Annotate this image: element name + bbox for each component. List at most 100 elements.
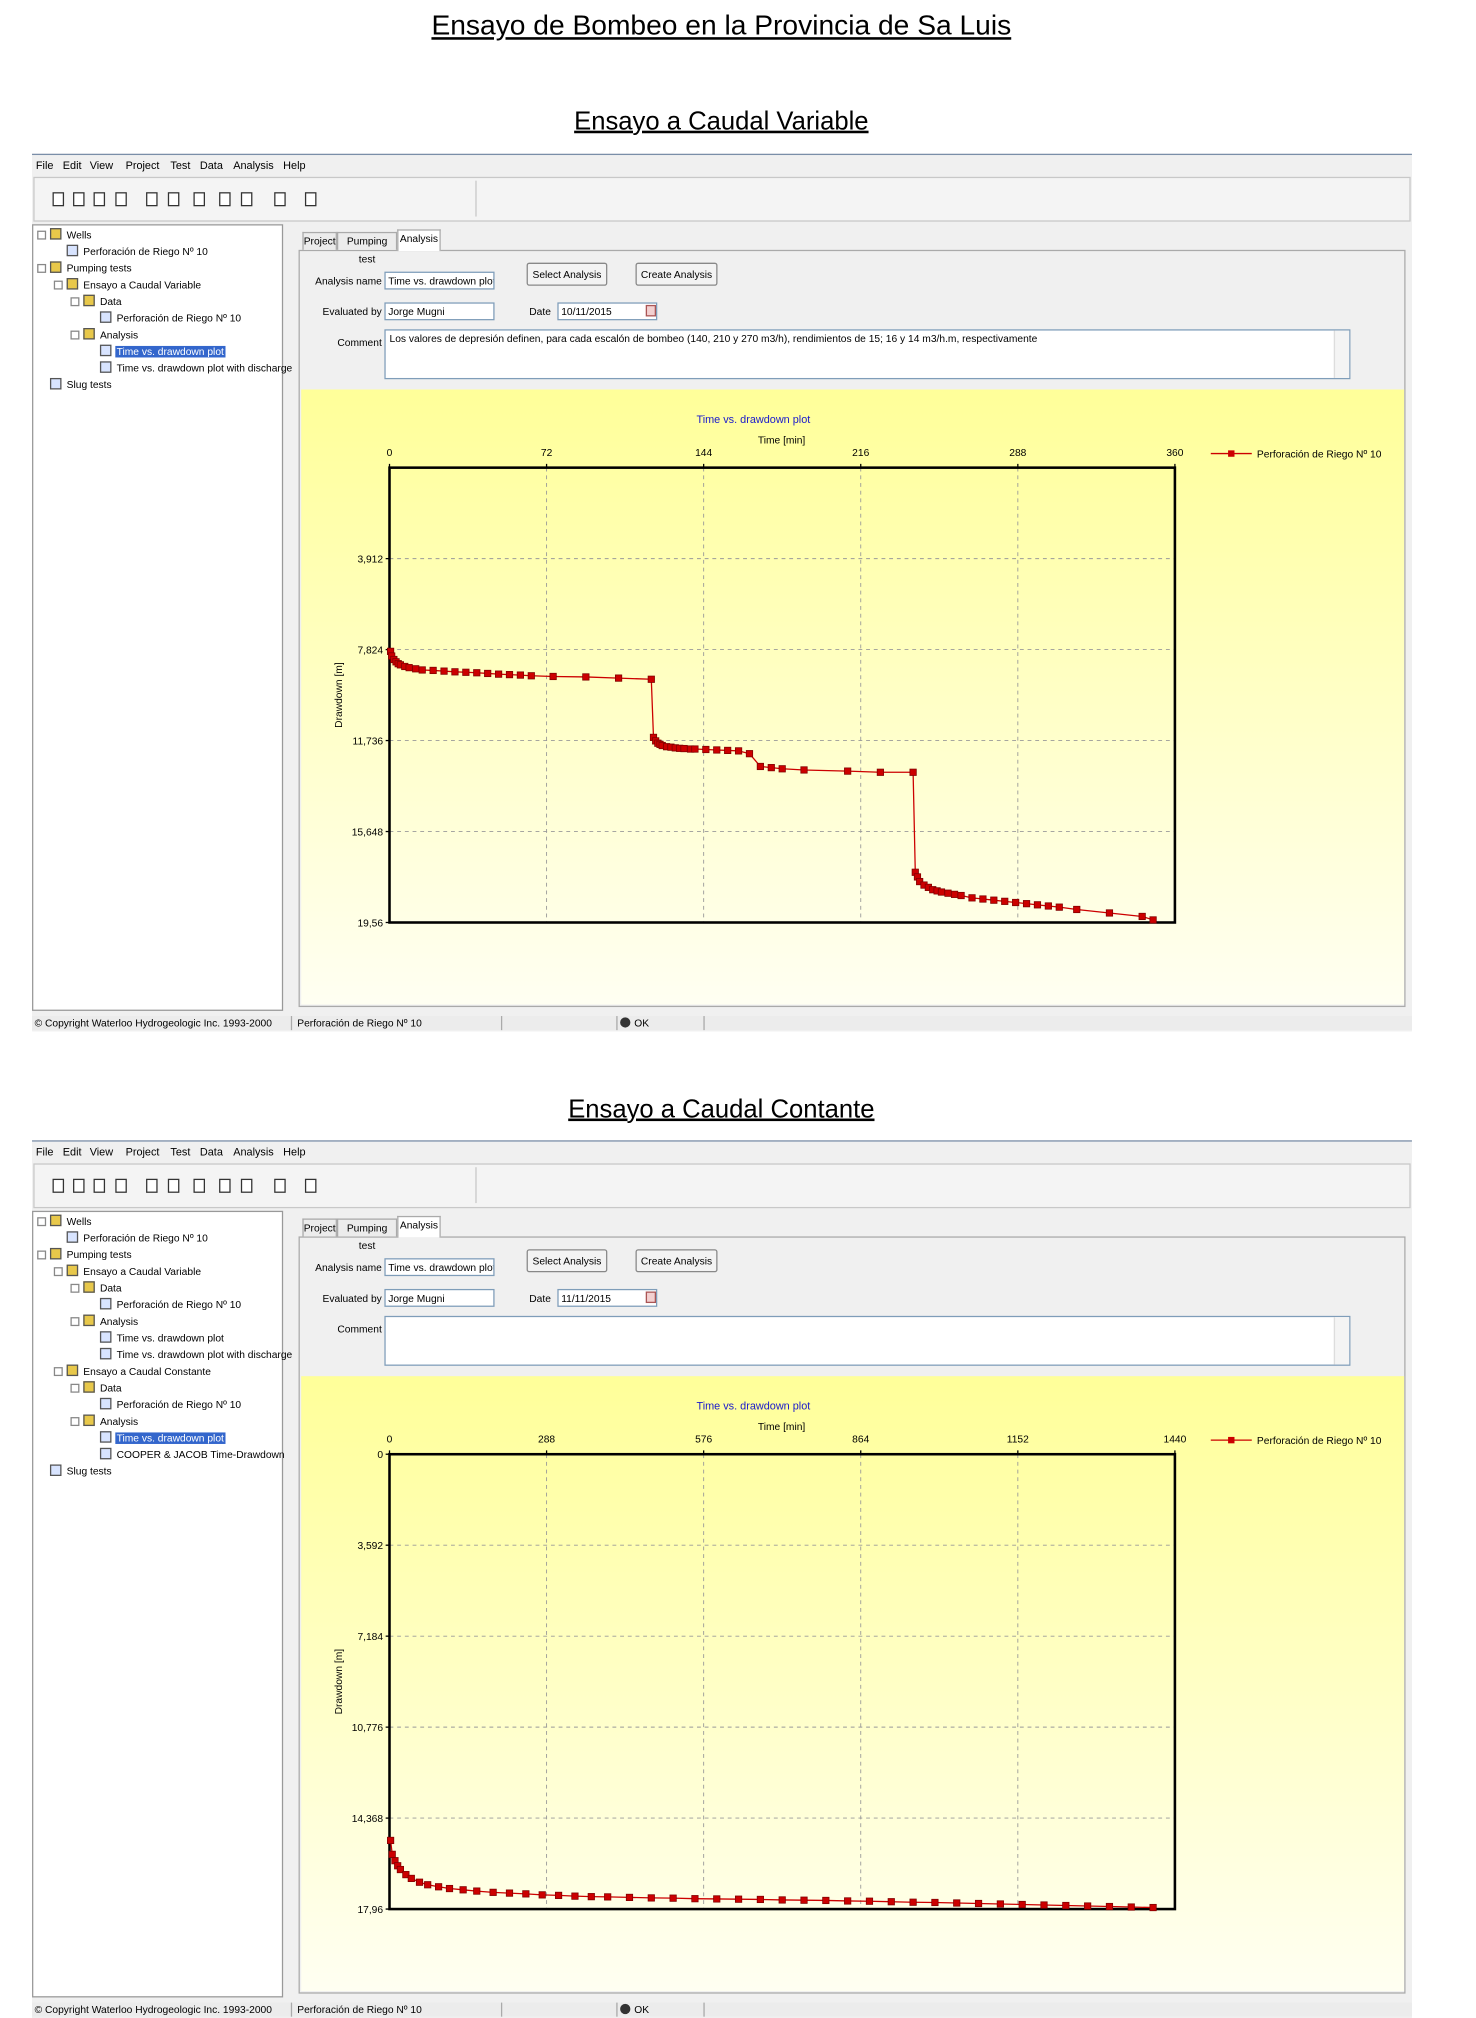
tree-label[interactable]: Pumping tests: [66, 1249, 132, 1261]
tree-label[interactable]: Time vs. drawdown plot: [116, 1332, 224, 1345]
menu-item[interactable]: View: [89, 158, 114, 172]
tab[interactable]: Project: [302, 231, 337, 250]
tree-label[interactable]: Ensayo a Caudal Constante: [83, 1365, 211, 1378]
tab[interactable]: Pumping test: [336, 1218, 398, 1252]
tree-item[interactable]: Pumping tests: [37, 1247, 133, 1263]
toolbar-button[interactable]: [146, 192, 158, 207]
toolbar-button[interactable]: [115, 1178, 127, 1193]
tree-item[interactable]: Slug tests: [37, 1464, 113, 1479]
tree-item[interactable]: Slug tests: [37, 377, 113, 393]
tree-item[interactable]: Wells: [37, 1214, 93, 1230]
menu-item[interactable]: View: [89, 1145, 114, 1159]
tree-item[interactable]: COOPER & JACOB Time-Drawdown: [87, 1447, 286, 1463]
tree-item[interactable]: Perforación de Riego Nº 10: [54, 1231, 209, 1246]
tree-item[interactable]: Pumping tests: [37, 261, 133, 276]
tree-label[interactable]: Time vs. drawdown plot with discharge: [116, 362, 293, 375]
toolbar-button[interactable]: [167, 192, 180, 207]
tab[interactable]: Project: [302, 1218, 337, 1237]
tree-item[interactable]: Data: [70, 1281, 122, 1296]
tab[interactable]: Analysis: [397, 1215, 441, 1238]
date-field[interactable]: 11/11/2015: [557, 1288, 658, 1307]
tree-label[interactable]: Time vs. drawdown plot with discharge: [116, 1349, 293, 1361]
tree-label[interactable]: Perforación de Riego Nº 10: [116, 312, 242, 325]
tree-label[interactable]: Ensayo a Caudal Variable: [83, 279, 202, 291]
tree-label[interactable]: Ensayo a Caudal Variable: [83, 1265, 202, 1278]
toolbar-button[interactable]: [52, 192, 65, 207]
toolbar-button[interactable]: [274, 192, 286, 207]
tree-label[interactable]: Data: [99, 1282, 122, 1295]
comment-field[interactable]: [384, 1315, 1351, 1366]
select-analysis-button[interactable]: Select Analysis: [526, 262, 608, 286]
toolbar-button[interactable]: [146, 1178, 158, 1193]
tree-item[interactable]: Perforación de Riego Nº 10: [54, 244, 209, 260]
analysis-name-field[interactable]: Time vs. drawdown plot: [384, 1258, 495, 1277]
tree-label[interactable]: Wells: [66, 1215, 92, 1228]
select-analysis-button[interactable]: Select Analysis: [526, 1249, 608, 1273]
toolbar-button[interactable]: [193, 1178, 205, 1193]
tree-item[interactable]: Perforación de Riego Nº 10: [87, 311, 242, 326]
toolbar-button[interactable]: [304, 1178, 317, 1193]
tree-label[interactable]: Perforación de Riego Nº 10: [116, 1399, 242, 1411]
menu-item[interactable]: Edit: [62, 1145, 82, 1159]
tree-item[interactable]: Time vs. drawdown plot with discharge: [87, 361, 293, 376]
calendar-button[interactable]: [645, 1291, 656, 1304]
tree-item[interactable]: Analysis: [70, 328, 139, 343]
analysis-name-field[interactable]: Time vs. drawdown plot: [384, 271, 495, 290]
tree-item[interactable]: Time vs. drawdown plot with discharge: [87, 1347, 293, 1363]
toolbar-button[interactable]: [115, 192, 127, 207]
tree-label[interactable]: Data: [99, 295, 122, 308]
tree-label[interactable]: Wells: [66, 229, 92, 241]
tree-label[interactable]: Analysis: [99, 1315, 139, 1328]
tree-label[interactable]: Perforación de Riego Nº 10: [83, 246, 208, 258]
tree-label[interactable]: Perforación de Riego Nº 10: [116, 1299, 242, 1311]
tree-label[interactable]: Pumping tests: [66, 262, 132, 275]
menu-item[interactable]: File: [35, 1145, 54, 1159]
tree-label[interactable]: Perforación de Riego Nº 10: [83, 1232, 208, 1245]
tree-label[interactable]: Analysis: [99, 329, 139, 341]
toolbar-button[interactable]: [274, 1178, 286, 1193]
tree-item[interactable]: Ensayo a Caudal Constante: [53, 1364, 212, 1380]
menu-item[interactable]: File: [35, 158, 54, 172]
tree-label[interactable]: Slug tests: [66, 1465, 112, 1478]
comment-field[interactable]: Los valores de depresión definen, para c…: [384, 329, 1351, 380]
calendar-button[interactable]: [645, 304, 656, 317]
menu-item[interactable]: Data: [199, 158, 223, 172]
evaluated-by-field[interactable]: Jorge Mugni: [384, 1288, 495, 1307]
tree-label[interactable]: Data: [99, 1382, 122, 1394]
toolbar-button[interactable]: [240, 1178, 253, 1193]
tree-item[interactable]: Ensayo a Caudal Variable: [53, 1264, 203, 1280]
toolbar-button[interactable]: [52, 1178, 65, 1193]
tree-label[interactable]: Analysis: [99, 1415, 139, 1428]
tree-item[interactable]: Analysis: [70, 1314, 139, 1330]
tree-item[interactable]: Analysis: [70, 1414, 139, 1430]
tab[interactable]: Analysis: [397, 229, 441, 252]
create-analysis-button[interactable]: Create Analysis: [635, 1249, 718, 1273]
toolbar-button[interactable]: [93, 192, 106, 207]
menu-item[interactable]: Data: [199, 1145, 223, 1159]
tree-item[interactable]: Wells: [37, 228, 93, 243]
tree-item[interactable]: Data: [70, 294, 122, 310]
tab[interactable]: Pumping test: [336, 231, 398, 265]
toolbar-button[interactable]: [73, 192, 85, 207]
tree-label[interactable]: Time vs. drawdown plot: [115, 345, 226, 358]
create-analysis-button[interactable]: Create Analysis: [635, 262, 718, 286]
evaluated-by-field[interactable]: Jorge Mugni: [384, 302, 495, 321]
toolbar-button[interactable]: [240, 192, 253, 207]
toolbar-button[interactable]: [219, 192, 231, 207]
menu-item[interactable]: Help: [283, 158, 306, 172]
tree-label[interactable]: Time vs. drawdown plot: [115, 1432, 226, 1444]
tree-item[interactable]: Perforación de Riego Nº 10: [87, 1297, 242, 1313]
menu-item[interactable]: Test: [170, 158, 191, 172]
menu-item[interactable]: Edit: [62, 158, 82, 172]
tree-item[interactable]: Time vs. drawdown plot: [87, 1431, 226, 1446]
menu-item[interactable]: Help: [283, 1145, 306, 1159]
tree-item[interactable]: Ensayo a Caudal Variable: [53, 278, 203, 293]
menu-item[interactable]: Project: [125, 158, 160, 172]
menu-item[interactable]: Analysis: [233, 1145, 274, 1159]
toolbar-button[interactable]: [73, 1178, 85, 1193]
tree-item[interactable]: Time vs. drawdown plot: [87, 344, 226, 360]
date-field[interactable]: 10/11/2015: [557, 302, 658, 321]
tree-item[interactable]: Data: [70, 1381, 122, 1396]
toolbar-button[interactable]: [219, 1178, 231, 1193]
tree-item[interactable]: Perforación de Riego Nº 10: [87, 1397, 242, 1413]
